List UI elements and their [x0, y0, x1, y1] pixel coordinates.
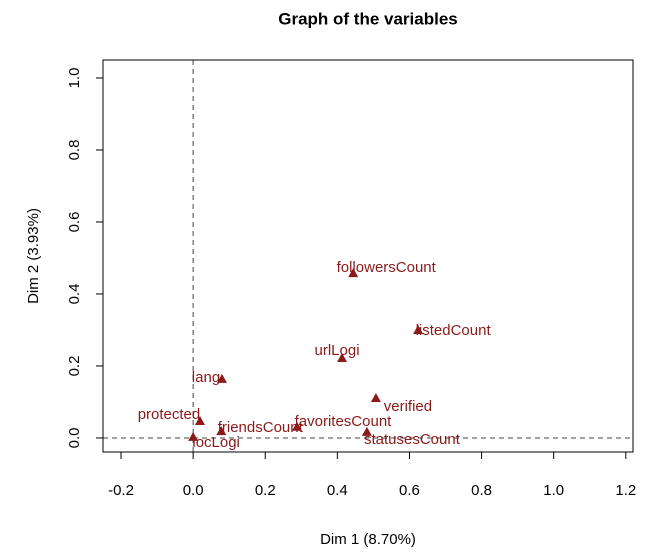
x-tick-label: 1.0: [543, 482, 564, 499]
x-axis-label: Dim 1 (8.70%): [320, 531, 416, 548]
point-label: statusesCount: [364, 431, 461, 448]
y-axis-label: Dim 2 (3.93%): [25, 208, 42, 304]
y-tick-label: 0.2: [66, 356, 83, 377]
point-label: locLogi: [192, 434, 240, 451]
point: [370, 393, 381, 403]
plot-frame: [102, 59, 634, 453]
x-tick-label: -0.2: [108, 482, 134, 499]
point: [216, 426, 227, 436]
point-label: favoritesCount: [295, 413, 393, 430]
point: [337, 353, 348, 363]
x-tick-label: 0.8: [471, 482, 492, 499]
point-label: lang: [192, 369, 220, 386]
point: [194, 416, 205, 426]
point-label: friendsCount: [218, 419, 304, 436]
point: [413, 324, 424, 334]
chart-title: Graph of the variables: [278, 9, 458, 28]
point-label: listedCount: [416, 322, 492, 339]
point: [291, 421, 302, 431]
point-label: verified: [384, 398, 432, 415]
point: [216, 373, 227, 383]
x-tick-label: 0.4: [327, 482, 348, 499]
point-label: urlLogi: [315, 342, 360, 359]
point-label: followersCount: [337, 259, 437, 276]
y-tick-label: 0.4: [66, 284, 83, 305]
point: [348, 268, 359, 278]
x-tick-label: 0.0: [183, 482, 204, 499]
point: [188, 431, 199, 441]
y-tick-label: 1.0: [66, 68, 83, 89]
x-tick-label: 0.2: [255, 482, 276, 499]
x-tick-label: 0.6: [399, 482, 420, 499]
point: [361, 426, 372, 436]
point-label: protected: [138, 406, 201, 423]
y-tick-label: 0.6: [66, 212, 83, 233]
x-tick-label: 1.2: [615, 482, 636, 499]
y-tick-label: 0.8: [66, 140, 83, 161]
y-tick-label: 0.0: [66, 428, 83, 449]
